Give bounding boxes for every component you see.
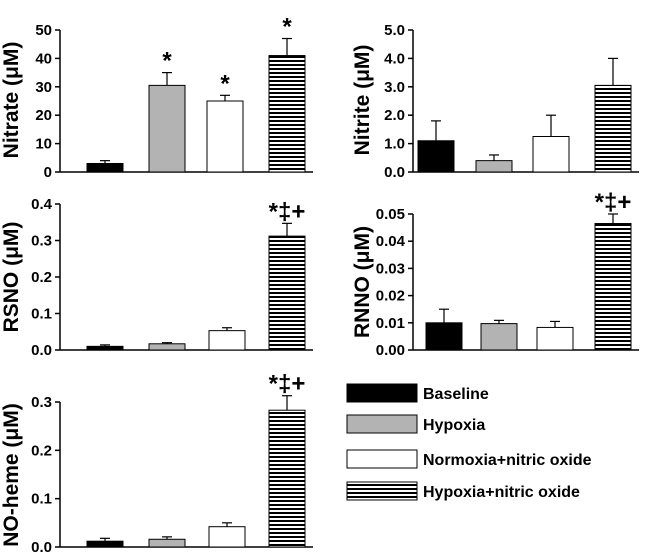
y-tick-label: 0.03 xyxy=(376,260,405,277)
y-axis-title: Nitrate (μM) xyxy=(0,42,23,159)
y-tick-label: 0.3 xyxy=(31,233,52,250)
y-tick-label: 4.0 xyxy=(384,50,405,67)
y-tick-label: 1.0 xyxy=(384,136,405,153)
legend-swatch xyxy=(346,481,418,501)
legend-item-2: Hypoxia xyxy=(346,414,485,434)
panel-nitrate: 0 10 20 30 40 50 Nitrate (μM) * * * xyxy=(0,14,313,181)
significance-label: * xyxy=(162,48,172,75)
y-tick-label: 0.1 xyxy=(31,306,52,323)
legend-swatch xyxy=(346,383,418,403)
y-tick-label: 50 xyxy=(35,22,52,39)
legend: Baseline Hypoxia Normoxia+nitric oxide Hypo… xyxy=(346,383,592,501)
bar-nitrite-3 xyxy=(594,84,632,173)
legend-label: Hypoxia xyxy=(423,417,485,434)
bar-rnno-1 xyxy=(480,323,518,351)
y-axis-title: NO-heme (μM) xyxy=(0,403,23,547)
bar-rnno-0 xyxy=(425,322,463,351)
bar-rnno-2 xyxy=(536,326,574,351)
y-axis-title: RSNO (μM) xyxy=(0,222,23,333)
significance-label: *‡+ xyxy=(269,198,306,225)
bar-no-heme-3 xyxy=(268,409,306,548)
bar-nitrite-1 xyxy=(475,160,513,173)
significance-label: * xyxy=(220,70,230,97)
legend-label: Baseline xyxy=(423,386,489,403)
panel-rsno: 0.0 0.1 0.2 0.3 0.4 RSNO (μM) *‡+ xyxy=(0,196,313,359)
y-axis-title: Nitrite (μM) xyxy=(351,45,374,156)
y-tick-label: 0.2 xyxy=(31,442,52,459)
legend-label: Normoxia+nitric oxide xyxy=(423,452,592,469)
bar-nitrate-2 xyxy=(206,100,244,173)
legend-swatch xyxy=(346,449,418,469)
y-tick-label: 10 xyxy=(35,136,52,153)
bar-no-heme-2 xyxy=(208,526,246,548)
y-axis-title: RNNO (μM) xyxy=(351,226,374,338)
bar-rsno-0 xyxy=(86,345,124,351)
bar-no-heme-0 xyxy=(86,540,124,548)
legend-swatch xyxy=(346,414,418,434)
y-tick-label: 0.0 xyxy=(31,342,52,359)
bar-nitrate-1 xyxy=(148,84,186,173)
y-tick-label: 2.0 xyxy=(384,107,405,124)
significance-label: *‡+ xyxy=(269,371,306,398)
y-tick-label: 5.0 xyxy=(384,22,405,39)
y-tick-label: 0 xyxy=(44,164,52,181)
bar-nitrite-2 xyxy=(532,136,570,173)
legend-label: Hypoxia+nitric oxide xyxy=(423,484,580,501)
bar-nitrate-3 xyxy=(268,55,306,173)
panel-nitrite: 0.0 1.0 2.0 3.0 4.0 5.0 Nitrite (μM) xyxy=(351,22,639,181)
y-tick-label: 0.1 xyxy=(31,491,52,508)
y-tick-label: 0.04 xyxy=(376,233,406,250)
bar-nitrate-0 xyxy=(86,162,124,173)
bar-rsno-1 xyxy=(148,343,186,351)
y-tick-label: 0.0 xyxy=(31,539,52,556)
y-tick-label: 0.3 xyxy=(31,394,52,411)
legend-item-3: Normoxia+nitric oxide xyxy=(346,449,592,469)
y-tick-label: 0.02 xyxy=(376,288,405,305)
bar-nitrite-0 xyxy=(417,140,455,173)
y-tick-label: 0.01 xyxy=(376,315,405,332)
panel-no-heme: 0.0 0.1 0.2 0.3 NO-heme (μM) *‡+ xyxy=(0,371,313,556)
legend-item-4: Hypoxia+nitric oxide xyxy=(346,481,580,501)
y-tick-label: 3.0 xyxy=(384,79,405,96)
y-tick-label: 30 xyxy=(35,79,52,96)
y-tick-label: 0.2 xyxy=(31,269,52,286)
significance-label: * xyxy=(282,14,292,41)
y-tick-label: 0.05 xyxy=(376,206,405,223)
y-tick-label: 40 xyxy=(35,50,52,67)
y-tick-label: 20 xyxy=(35,107,52,124)
significance-label: *‡+ xyxy=(595,189,632,216)
bar-no-heme-1 xyxy=(148,538,186,548)
bar-rsno-2 xyxy=(208,330,246,351)
y-tick-label: 0.00 xyxy=(376,342,405,359)
bar-rnno-3 xyxy=(594,223,632,351)
bar-rsno-3 xyxy=(268,235,306,351)
y-tick-label: 0.0 xyxy=(384,164,405,181)
legend-item-1: Baseline xyxy=(346,383,489,403)
y-tick-label: 0.4 xyxy=(31,196,53,213)
